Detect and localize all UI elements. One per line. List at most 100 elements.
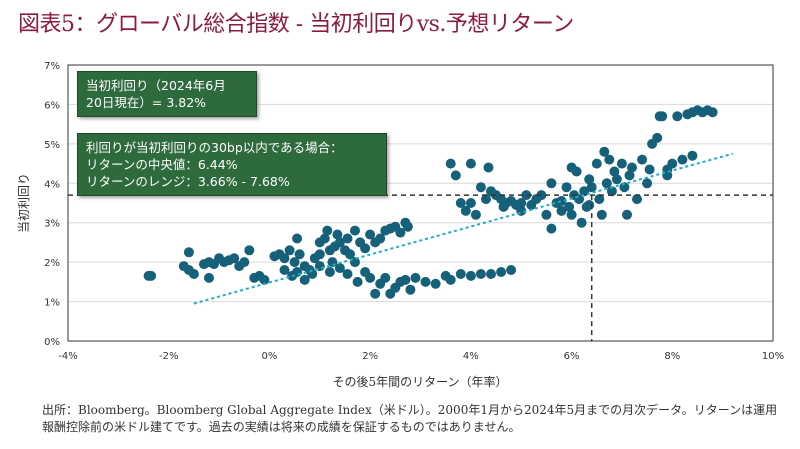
data-point	[365, 272, 376, 283]
data-point	[352, 276, 363, 287]
data-point	[576, 217, 587, 228]
data-point	[345, 249, 355, 260]
data-point	[556, 196, 567, 206]
data-point	[279, 265, 290, 275]
y-tick-label: 6%	[44, 100, 60, 111]
data-point	[445, 158, 456, 169]
data-point	[334, 263, 345, 274]
data-point	[395, 227, 406, 238]
y-tick-label: 5%	[44, 140, 60, 151]
data-point	[609, 166, 620, 177]
data-point	[541, 209, 552, 220]
data-point	[516, 198, 527, 208]
data-point	[483, 162, 494, 173]
data-point	[486, 269, 496, 279]
data-point	[481, 194, 491, 205]
data-point	[332, 229, 343, 240]
data-point	[546, 223, 557, 234]
data-point	[604, 154, 615, 165]
data-point	[632, 194, 642, 205]
data-point	[616, 158, 627, 169]
tick-labels: 0% 1% 2% 3% 4% 5% 6% 7% -4% -2% 0% 2% 4% 6% 8% 10%	[44, 61, 784, 362]
data-point	[244, 245, 255, 256]
data-point	[566, 162, 577, 173]
data-points	[143, 105, 718, 299]
data-point	[289, 257, 300, 268]
data-point	[596, 209, 607, 220]
data-point	[627, 162, 637, 173]
data-point	[402, 221, 413, 232]
data-point	[637, 154, 648, 165]
data-point	[146, 270, 157, 281]
x-axis-label: その後5年間のリターン（年率）	[332, 374, 507, 389]
y-tick-label: 7%	[44, 61, 60, 72]
x-tick-label: 10%	[762, 351, 784, 362]
x-tick-label: 8%	[664, 351, 680, 362]
x-tick-label: 6%	[564, 351, 580, 362]
data-point	[360, 243, 371, 254]
data-point	[455, 269, 466, 279]
return-range-line1: 利回りが当初利回りの30bp以内である場合：	[86, 140, 343, 155]
data-point	[239, 257, 250, 268]
x-tick-label: -4%	[58, 351, 77, 362]
data-point	[460, 205, 471, 216]
x-tick-label: -2%	[159, 351, 178, 362]
data-point	[622, 209, 632, 220]
data-point	[294, 249, 305, 260]
current-yield-line1: 当初利回り（2024年6月	[86, 78, 226, 93]
data-point	[624, 170, 635, 181]
data-point	[299, 274, 310, 285]
data-point	[652, 132, 663, 143]
data-point	[594, 194, 605, 205]
data-point	[566, 209, 577, 220]
current-yield-line2: 20日現在）= 3.82%	[86, 95, 207, 110]
data-point	[259, 274, 270, 285]
data-point	[400, 274, 411, 285]
y-tick-label: 3%	[44, 219, 60, 230]
y-tick-label: 1%	[44, 298, 60, 309]
data-point	[342, 269, 353, 279]
data-point	[324, 267, 335, 277]
data-point	[601, 178, 612, 189]
data-point	[606, 186, 617, 197]
data-point	[677, 154, 688, 165]
data-point	[322, 225, 333, 236]
scatter-chart: 0% 1% 2% 3% 4% 5% 6% 7% -4% -2% 0% 2% 4% 6% 8% 10% その後5…	[17, 61, 784, 389]
data-point	[465, 270, 476, 281]
data-point	[183, 247, 194, 258]
data-point	[599, 146, 610, 157]
data-point	[564, 201, 575, 212]
data-point	[204, 272, 214, 283]
chart-title: 図表5：グローバル総合指数 - 当初利回りvs.予想リターン	[18, 12, 574, 37]
data-point	[284, 245, 295, 256]
data-point	[292, 233, 303, 244]
data-point	[370, 288, 381, 299]
data-point	[279, 253, 290, 264]
data-point	[375, 233, 386, 244]
data-point	[365, 229, 376, 240]
data-point	[188, 269, 199, 279]
data-point	[611, 174, 622, 185]
current-yield-annotation: 当初利回り（2024年6月 20日現在）= 3.82%	[77, 71, 257, 117]
data-point	[591, 158, 602, 169]
data-point	[229, 253, 240, 264]
y-axis-label: 当初利回り	[17, 173, 31, 233]
x-tick-label: 4%	[463, 351, 479, 362]
data-point	[579, 186, 590, 197]
data-point	[644, 164, 655, 175]
return-range-line2: リターンの中央値：6.44%	[86, 157, 238, 172]
data-point	[455, 198, 466, 208]
x-tick-label: 2%	[362, 351, 378, 362]
data-point	[405, 284, 416, 295]
data-point	[657, 111, 668, 122]
data-point	[642, 178, 653, 189]
data-point	[465, 198, 476, 208]
data-point	[521, 190, 532, 201]
data-point	[430, 278, 441, 289]
data-point	[707, 107, 718, 118]
y-tick-label: 4%	[44, 179, 60, 190]
data-point	[445, 274, 456, 285]
data-point	[350, 225, 360, 236]
data-point	[586, 182, 597, 193]
data-point	[410, 272, 421, 283]
